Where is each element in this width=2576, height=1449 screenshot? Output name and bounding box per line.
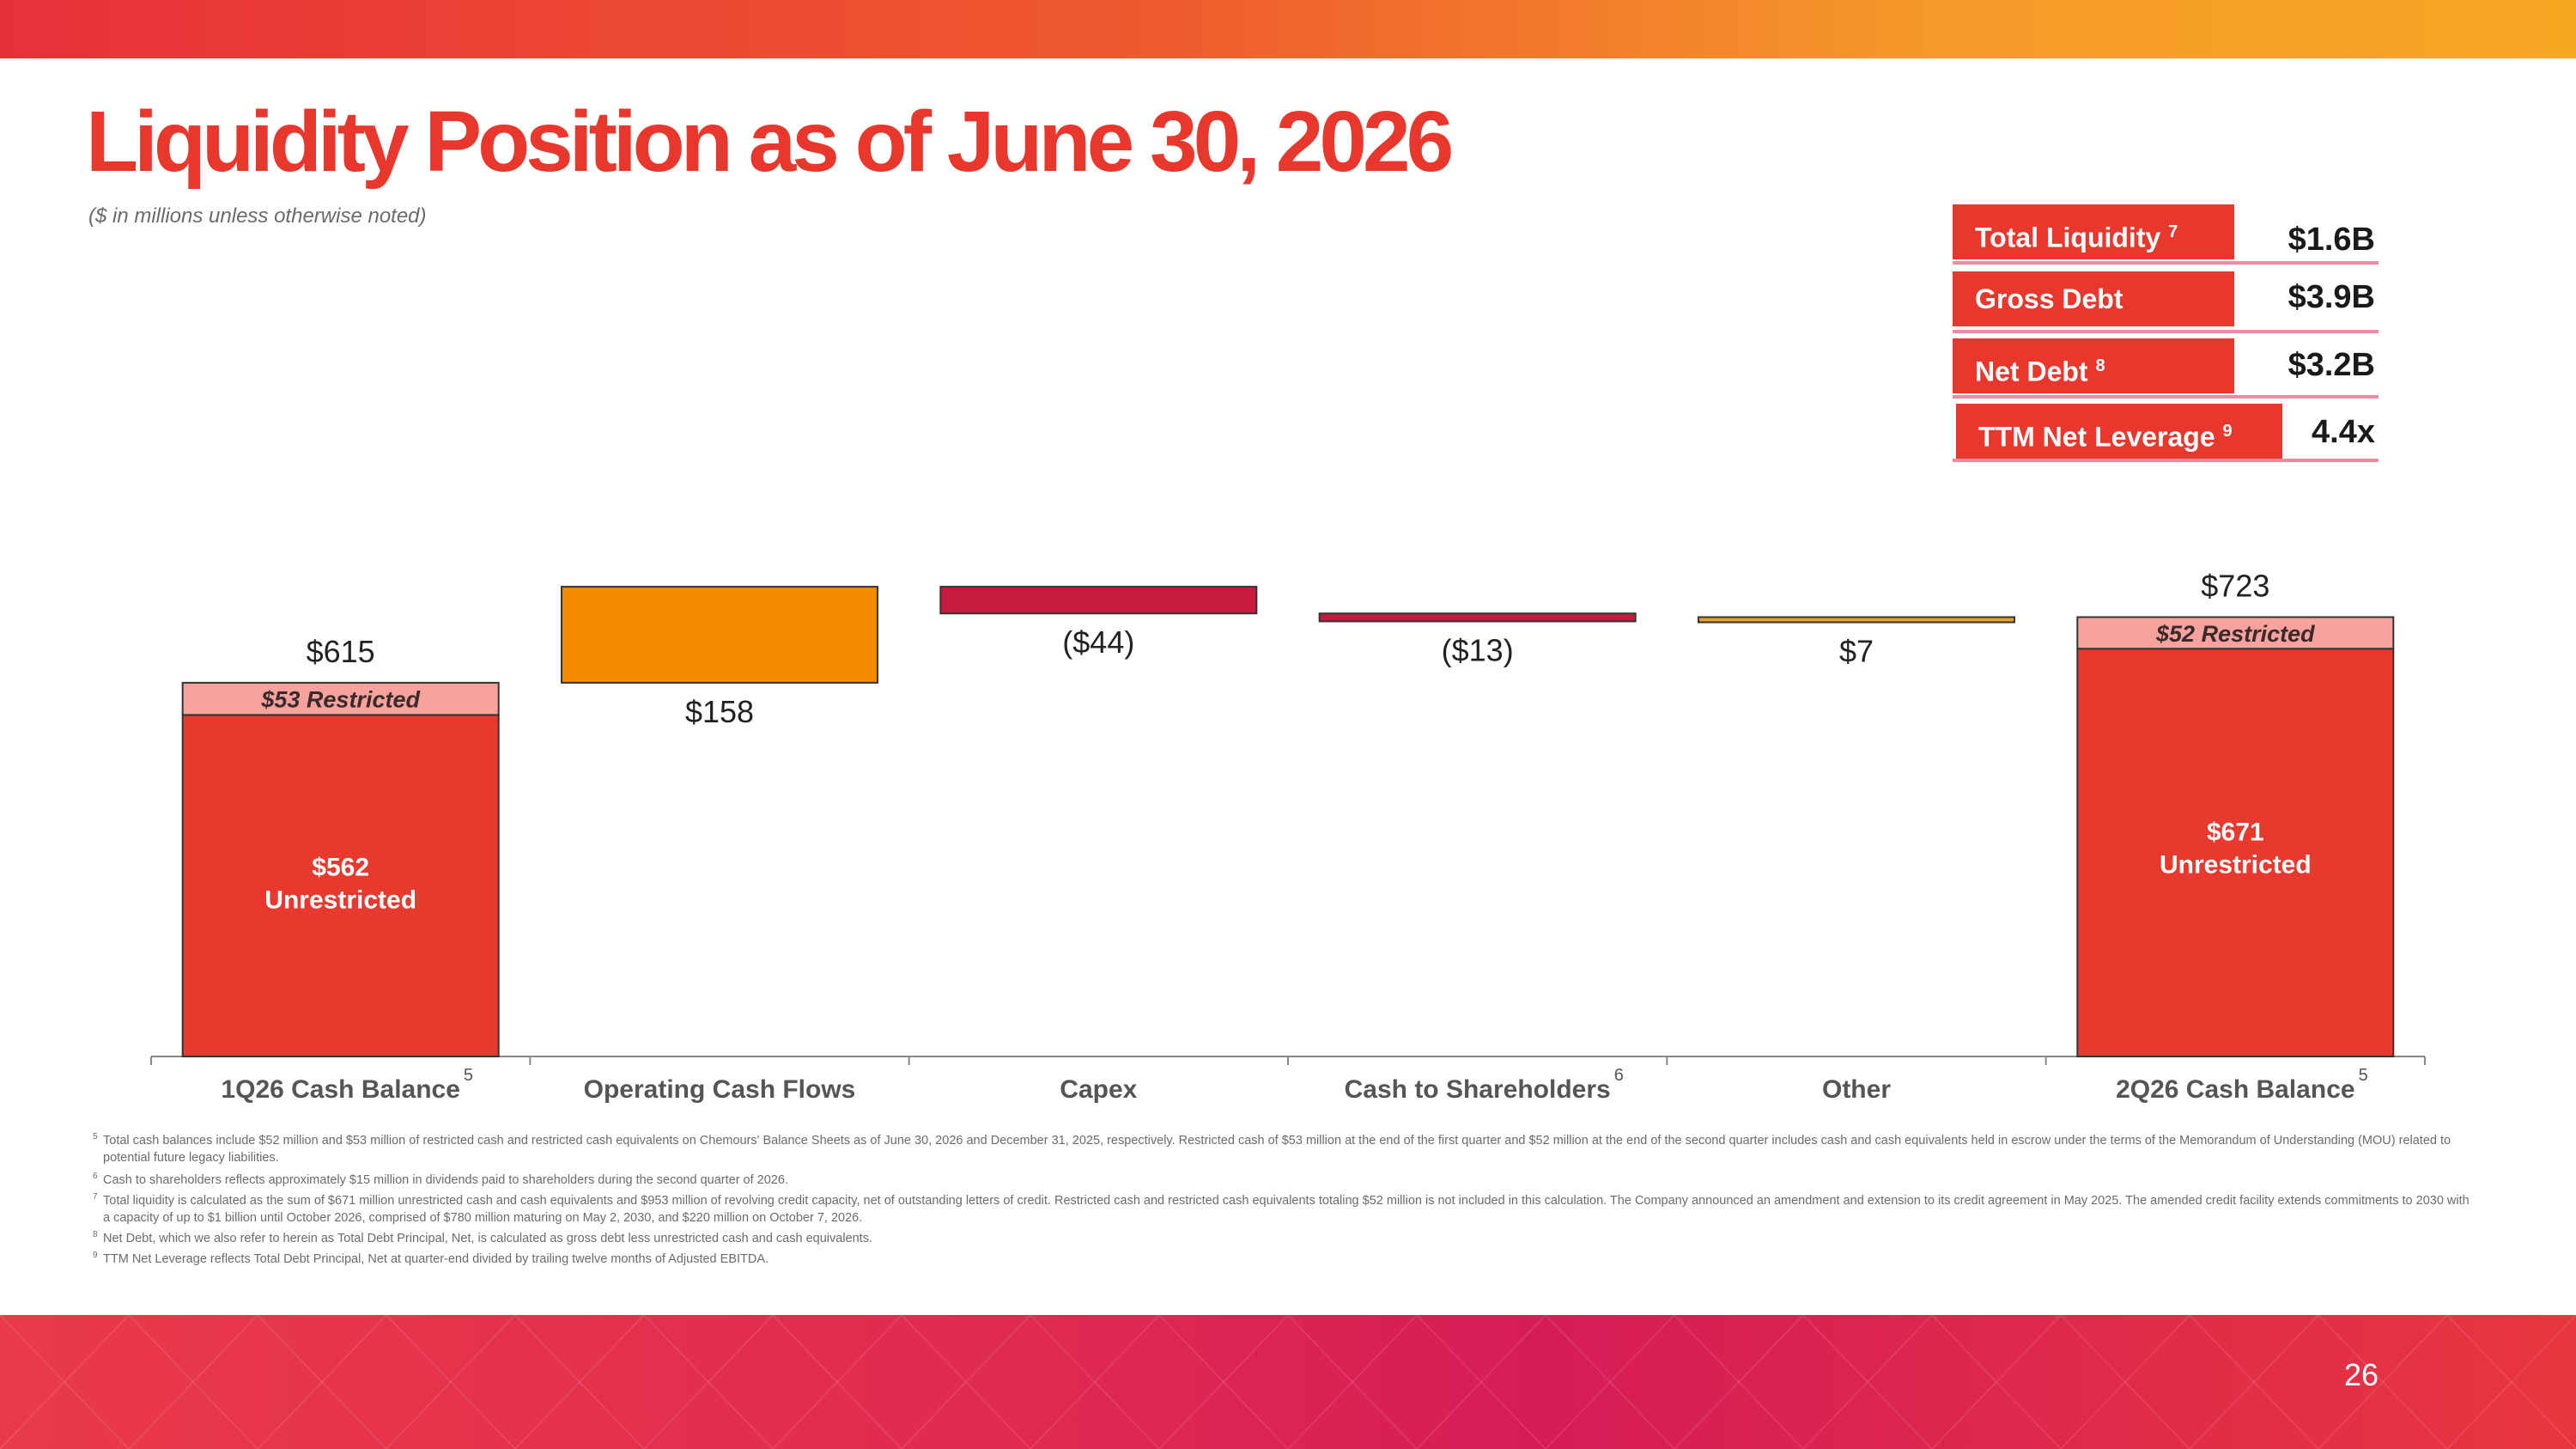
category-label: Operating Cash Flows [584,1075,856,1104]
slide-subtitle: ($ in millions unless otherwise noted) [88,204,427,228]
bar-delta [939,586,1258,615]
footnote-text: TTM Net Leverage reflects Total Debt Pri… [103,1252,769,1266]
unrestricted-value-label: $671 [2207,818,2264,846]
footnote: 5 Total cash balances include $52 million… [93,1132,2473,1166]
bar-unrestricted [181,714,500,1057]
bar-delta [1318,612,1637,623]
bar-restricted [181,681,500,716]
kpi-total-liquidity-label: Total Liquidity 7 [1953,204,2234,259]
restricted-label: $53 Restricted [260,687,420,713]
bar-delta [1698,616,2015,624]
footnote-number: 7 [93,1192,98,1202]
kpi-gross-debt-label: Gross Debt [1953,271,2234,326]
category-label: Cash to Shareholders [1345,1075,1611,1104]
bar-delta [561,586,878,684]
footnote-number: 5 [93,1132,98,1142]
data-label-delta: $7 [1839,633,1874,668]
category-footnote-ref: 6 [1614,1066,1624,1085]
kpi-net-debt-label: Net Debt 8 [1953,338,2234,393]
kpi-gross-debt-value: $3.9B [2287,279,2375,315]
kpi-net-debt-value: $3.2B [2287,347,2375,383]
kpi-total-liquidity-value: $1.6B [2287,222,2375,258]
footnote-number: 6 [93,1172,98,1181]
kpi-net-leverage-label: TTM Net Leverage 9 [1956,404,2282,459]
top-accent-band [0,0,2576,58]
decorative-pattern [0,1315,2576,1449]
kpi-label-text: Total Liquidity [1975,222,2161,253]
data-label-delta: ($44) [1062,624,1134,660]
kpi-divider [1953,459,2379,462]
slide-title: Liquidity Position as of June 30, 2026 [86,94,1454,190]
bar-restricted [2076,616,2395,650]
footnote-text: Total cash balances include $52 million … [103,1134,2451,1165]
category-label: Other [1822,1075,1891,1104]
page-number: 26 [2344,1357,2379,1392]
kpi-divider [1953,261,2379,265]
footnote: 8 Net Debt, which we also refer to herein… [93,1230,2473,1247]
footnote-ref: 8 [2095,356,2105,375]
unrestricted-sublabel: Unrestricted [2160,850,2312,879]
data-label-total: $723 [2201,568,2269,603]
footnote-number: 8 [93,1230,98,1239]
kpi-label-text: Net Debt [1975,356,2088,387]
kpi-net-leverage-value: 4.4x [2312,414,2375,450]
kpi-label-text: TTM Net Leverage [1978,421,2215,453]
footnote-ref: 9 [2222,422,2233,441]
restricted-label: $52 Restricted [2155,621,2315,647]
data-label-delta: ($13) [1442,632,1514,667]
kpi-divider [1953,395,2379,399]
kpi-label-text: Gross Debt [1975,283,2123,314]
footnote-text: Cash to shareholders reflects approximat… [103,1173,788,1187]
unrestricted-value-label: $562 [312,853,369,881]
data-label-total: $615 [307,634,375,669]
category-footnote-ref: 5 [464,1066,473,1085]
footnote: 9 TTM Net Leverage reflects Total Debt Pr… [93,1251,2473,1268]
footnote: 7 Total liquidity is calculated as the su… [93,1192,2473,1227]
bar-unrestricted [2076,648,2395,1058]
waterfall-chart: $53 Restricted $562 Unrestricted $615 1Q26 C… [150,568,2426,1104]
footnote-text: Total liquidity is calculated as the sum… [103,1194,2470,1225]
category-label: 1Q26 Cash Balance [221,1075,459,1104]
footnote-ref: 7 [2168,222,2178,241]
unrestricted-sublabel: Unrestricted [264,886,416,914]
data-label-delta: $158 [685,694,754,729]
bottom-accent-band [0,1315,2576,1449]
footnote: 6 Cash to shareholders reflects approxima… [93,1172,2473,1189]
footnote-number: 9 [93,1251,98,1260]
category-footnote-ref: 5 [2359,1066,2368,1085]
category-label: 2Q26 Cash Balance [2116,1075,2354,1104]
kpi-divider [1953,330,2379,333]
footnote-text: Net Debt, which we also refer to herein … [103,1232,872,1245]
category-label: Capex [1060,1075,1137,1104]
